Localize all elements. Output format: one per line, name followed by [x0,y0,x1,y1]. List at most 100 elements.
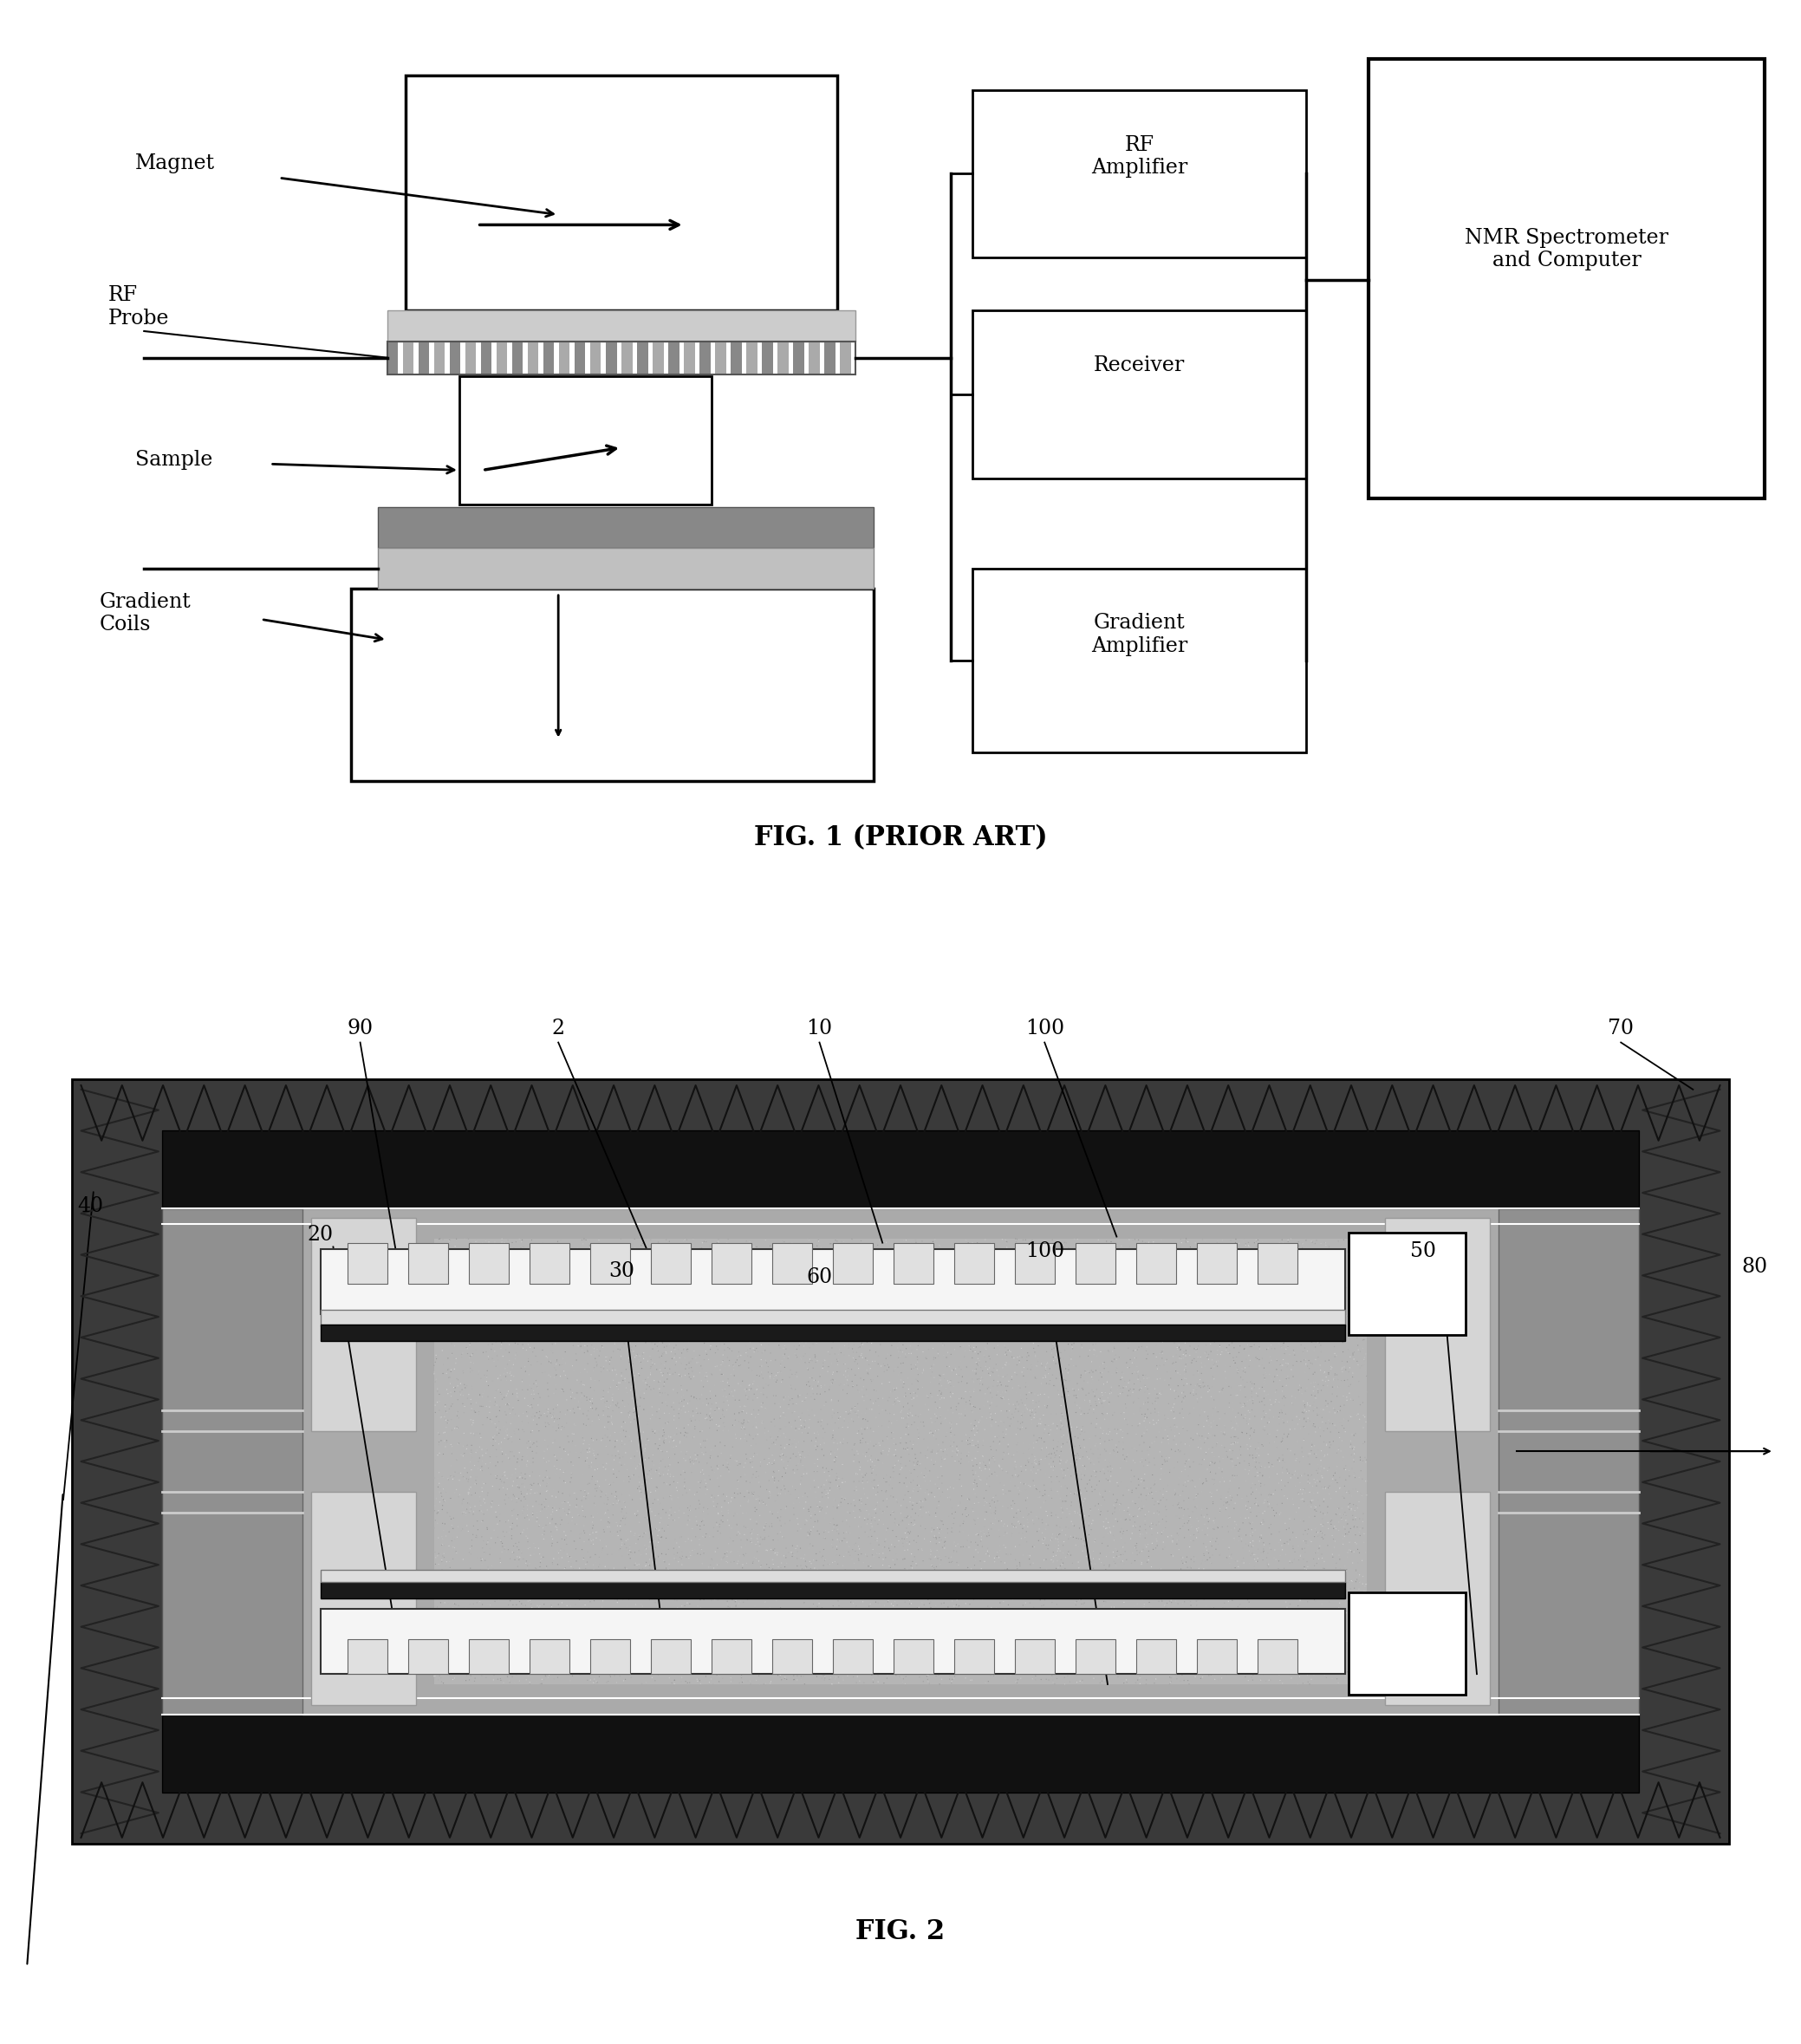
Point [602,1308,630,1341]
Point [598,1288,627,1320]
Point [1183,1386,1212,1419]
Point [861,1504,890,1537]
Point [1340,1511,1369,1543]
Point [1317,1280,1345,1312]
Point [1144,1398,1172,1431]
Point [720,1257,749,1290]
Point [526,1537,555,1570]
Point [1324,1280,1353,1312]
Point [906,1314,935,1347]
Point [609,1320,638,1353]
Point [1244,1600,1273,1633]
Point [798,1345,827,1378]
Point [868,1494,897,1527]
Point [794,1271,823,1304]
Point [1324,1372,1353,1404]
Point [560,1619,589,1652]
Point [807,1494,836,1527]
Point [762,1296,791,1329]
Point [1048,1486,1077,1519]
Point [800,1247,828,1280]
Point [1149,1502,1178,1535]
Point [1288,1378,1317,1410]
Point [454,1382,483,1414]
Point [593,1529,621,1562]
Point [434,1404,463,1437]
Point [982,1592,1010,1625]
Point [548,1412,576,1445]
Point [924,1486,953,1519]
Point [937,1513,965,1545]
Point [468,1453,497,1486]
Point [737,1580,765,1613]
Point [481,1314,510,1347]
Point [910,1613,938,1645]
Point [935,1251,964,1284]
Point [508,1461,537,1494]
Point [477,1329,506,1361]
Point [1019,1451,1048,1484]
Point [612,1537,641,1570]
Point [522,1437,551,1470]
Point [937,1416,965,1449]
Point [774,1241,803,1273]
Point [616,1271,645,1304]
Point [755,1572,783,1605]
Point [450,1367,479,1400]
Point [1154,1568,1183,1600]
Point [702,1578,731,1611]
Point [580,1453,609,1486]
Point [1097,1304,1126,1337]
Point [884,1320,913,1353]
Point [841,1635,870,1668]
Point [911,1553,940,1586]
Point [553,1623,582,1656]
Point [801,1455,830,1488]
Point [1244,1431,1273,1464]
Point [895,1437,924,1470]
Point [742,1306,771,1339]
Point [798,1394,827,1427]
Point [807,1470,836,1502]
Point [1032,1494,1061,1527]
Point [1201,1533,1230,1566]
Point [623,1472,652,1504]
Point [1219,1249,1248,1282]
Point [821,1423,850,1455]
Point [1135,1511,1163,1543]
Point [803,1637,832,1670]
Point [1100,1502,1129,1535]
Point [800,1339,828,1372]
Point [1207,1578,1235,1611]
Point [1248,1429,1277,1461]
Point [872,1343,900,1376]
Point [638,1445,666,1478]
Point [742,1482,771,1515]
Point [1324,1322,1353,1355]
Point [578,1286,607,1318]
Point [1275,1269,1304,1302]
Point [576,1280,605,1312]
Point [1295,1353,1324,1386]
Point [430,1253,459,1286]
Point [879,1314,908,1347]
Point [591,1488,620,1521]
Point [940,1300,969,1333]
Point [1054,1247,1082,1280]
Point [603,1333,632,1365]
Point [708,1621,737,1654]
Point [438,1650,466,1682]
Point [1243,1378,1272,1410]
Point [548,1523,576,1555]
Point [1284,1594,1313,1627]
Point [625,1447,654,1480]
Point [1205,1275,1234,1308]
Point [1180,1241,1208,1273]
Point [1133,1247,1162,1280]
Point [782,1441,810,1474]
Point [735,1249,764,1282]
Point [873,1410,902,1443]
Point [661,1664,690,1697]
Point [1275,1588,1304,1621]
Point [510,1623,538,1656]
